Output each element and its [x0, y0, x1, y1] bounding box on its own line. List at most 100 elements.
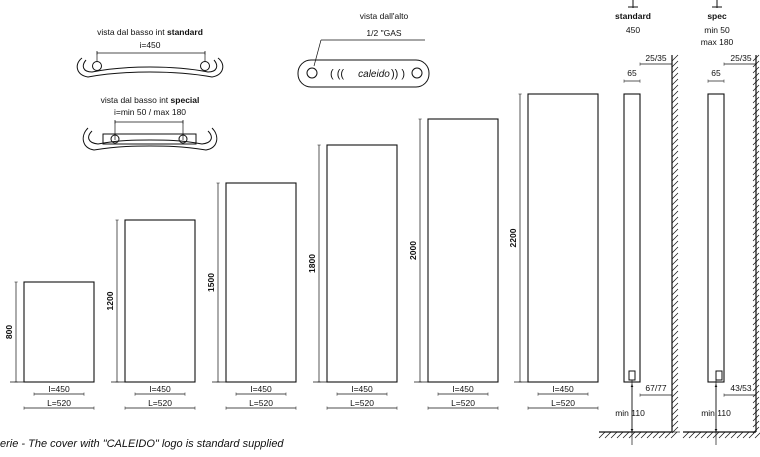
bottom-special-dim: i=min 50 / max 180: [114, 107, 186, 117]
panel-i-label: I=450: [149, 384, 171, 394]
hatch-mark: [752, 264, 760, 272]
side-view-special: spec min 50 max 180 25/35 65 43/53 min 1…: [683, 0, 757, 445]
hatch-mark: [682, 431, 690, 439]
hatch-mark: [752, 216, 760, 224]
hatch-mark: [671, 306, 679, 314]
hatch-mark: [671, 402, 679, 410]
hatch-mark: [671, 120, 679, 128]
hatch-mark: [671, 108, 679, 116]
standard-bracket-shape: [76, 57, 224, 78]
panel-l-label: L=520: [551, 398, 575, 408]
footer-note: erie - The cover with "CALEIDO" logo is …: [0, 438, 284, 450]
panel-l-label: L=520: [249, 398, 273, 408]
hatch-mark: [752, 348, 760, 356]
panel-height-label: 1200: [105, 291, 115, 310]
panel-height-label: 2200: [508, 228, 518, 247]
hatch-mark: [752, 282, 760, 290]
hatch-mark: [671, 186, 679, 194]
hatch-mark: [671, 180, 679, 188]
side-standard-title: standard: [615, 11, 651, 21]
hatch-mark: [671, 78, 679, 86]
side-view-standard: standard 450 25/35 65 67/77 min 110: [599, 0, 680, 445]
panel-4: 1800 I=450 L=520: [307, 144, 398, 410]
hatch-mark: [671, 162, 679, 170]
wall-hatching: [598, 54, 760, 439]
hatch-mark: [671, 228, 679, 236]
hatch-mark: [628, 431, 636, 439]
top-glyphs-right: )) ): [391, 68, 405, 80]
hatch-mark: [752, 318, 760, 326]
hatch-mark: [671, 138, 679, 146]
hatch-mark: [671, 264, 679, 272]
hatch-mark: [752, 108, 760, 116]
hatch-mark: [671, 396, 679, 404]
hatch-mark: [724, 431, 732, 439]
hatch-mark: [671, 312, 679, 320]
hatch-mark: [752, 222, 760, 230]
hatch-mark: [671, 144, 679, 152]
hatch-mark: [752, 54, 760, 62]
hatch-mark: [671, 420, 679, 428]
hatch-mark: [752, 414, 760, 422]
side-standard-panel: [623, 93, 641, 383]
hatch-mark: [671, 54, 679, 62]
hatch-mark: [671, 276, 679, 284]
hatch-mark: [671, 66, 679, 74]
side-special-sub1: min 50: [704, 25, 730, 35]
hatch-mark: [671, 246, 679, 254]
panel-i-label: I=450: [452, 384, 474, 394]
panel-5: 2000 I=450 L=520: [408, 118, 499, 410]
hatch-mark: [671, 270, 679, 278]
hatch-mark: [752, 234, 760, 242]
hatch-mark: [610, 431, 618, 439]
hatch-mark: [752, 306, 760, 314]
hatch-mark: [752, 96, 760, 104]
panel-3: 1500 I=450 L=520: [206, 182, 297, 410]
hatch-mark: [752, 366, 760, 374]
front-view-panels: 800 I=450 L=520 1200 I=450 L=520 1500 I=450 L=52…: [4, 93, 599, 410]
hatch-mark: [752, 324, 760, 332]
hatch-mark: [752, 210, 760, 218]
hatch-mark: [671, 252, 679, 260]
hatch-mark: [752, 390, 760, 398]
hatch-mark: [752, 126, 760, 134]
hatch-mark: [752, 378, 760, 386]
top-view-caption: vista dall'alto: [360, 11, 409, 21]
hatch-mark: [671, 132, 679, 140]
side-special-panel: [707, 93, 725, 383]
panel-i-label: I=450: [351, 384, 373, 394]
hatch-mark: [671, 72, 679, 80]
hatch-mark: [671, 60, 679, 68]
hatch-mark: [671, 330, 679, 338]
hatch-mark: [634, 431, 642, 439]
hatch-mark: [752, 342, 760, 350]
hatch-mark: [752, 228, 760, 236]
hatch-mark: [752, 294, 760, 302]
panel-l-label: L=520: [148, 398, 172, 408]
bottom-standard-dim: i=450: [139, 40, 160, 50]
hatch-mark: [752, 426, 760, 434]
hatch-mark: [752, 330, 760, 338]
hatch-mark: [752, 186, 760, 194]
hatch-mark: [752, 300, 760, 308]
panel-height-label: 1800: [307, 254, 317, 273]
hatch-mark: [752, 354, 760, 362]
panel-outline: [225, 182, 297, 383]
hatch-mark: [694, 431, 702, 439]
hatch-mark: [671, 348, 679, 356]
hatch-mark: [671, 210, 679, 218]
hatch-mark: [752, 60, 760, 68]
hatch-mark: [671, 324, 679, 332]
panel-i-label: I=450: [48, 384, 70, 394]
bottom-standard-caption: vista dal basso int standard: [97, 27, 203, 37]
panel-6: 2200 I=450 L=520: [508, 93, 599, 410]
hatch-mark: [671, 198, 679, 206]
hatch-mark: [671, 234, 679, 242]
hatch-mark: [671, 426, 679, 434]
hatch-mark: [752, 132, 760, 140]
side-special-bottom-gap: 43/53: [730, 383, 752, 393]
hatch-mark: [671, 318, 679, 326]
hatch-mark: [671, 384, 679, 392]
hatch-mark: [671, 240, 679, 248]
hatch-mark: [671, 378, 679, 386]
